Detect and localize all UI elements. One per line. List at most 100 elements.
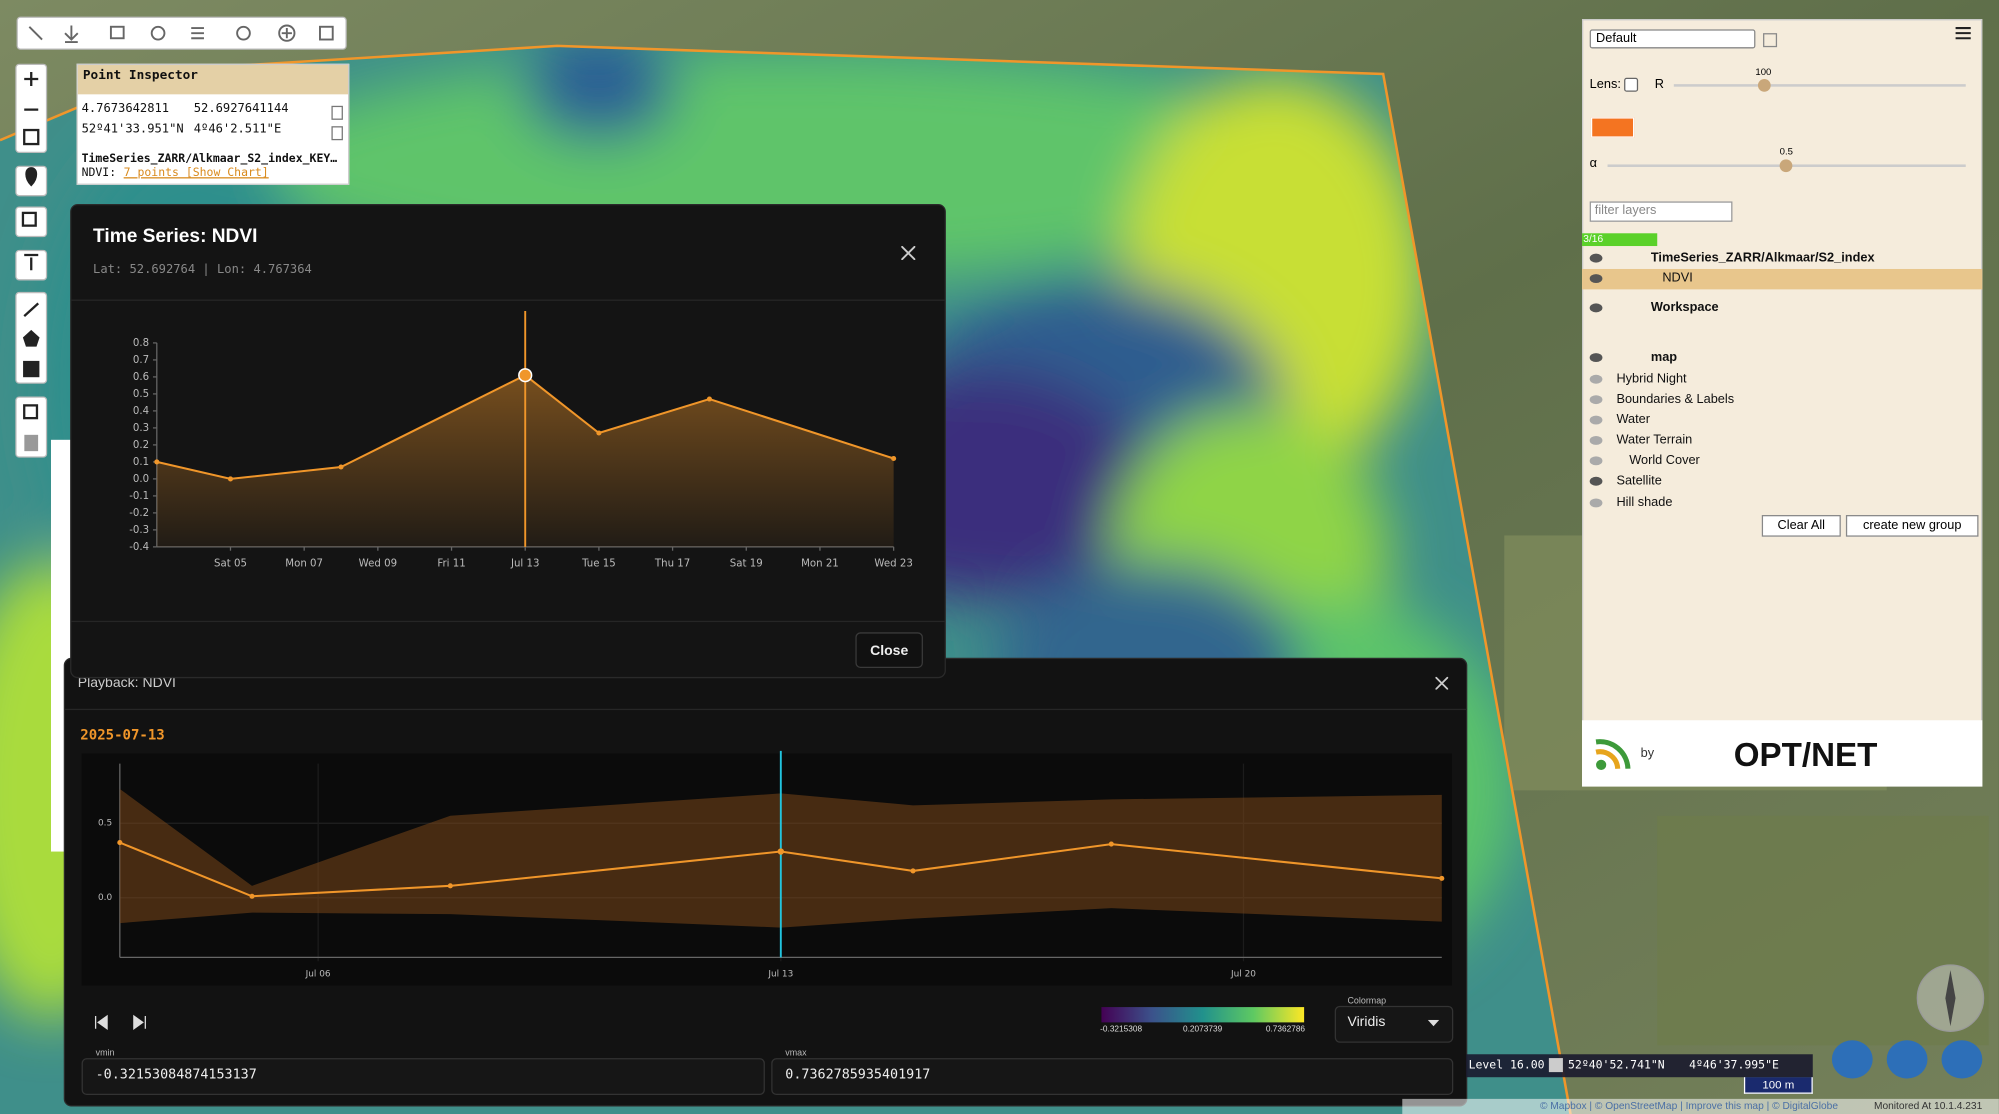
x-tick-label: Wed 09 <box>359 558 397 569</box>
playback-date: 2025-07-13 <box>80 726 165 744</box>
copy-button[interactable] <box>331 105 343 120</box>
layer-count: 3/16 <box>1582 233 1658 247</box>
layer-row[interactable]: Satellite <box>1582 472 1982 492</box>
attribution[interactable]: © Mapbox | © OpenStreetMap | Improve thi… <box>1539 1100 1839 1112</box>
docs-button[interactable] <box>1831 1040 1873 1079</box>
layer-row[interactable]: Hill shade <box>1582 493 1982 513</box>
filter-input[interactable]: filter layers <box>1589 201 1733 222</box>
layer-row[interactable]: Hybrid Night <box>1582 370 1982 390</box>
copy-button[interactable] <box>331 126 343 141</box>
layer-row[interactable]: Water Terrain <box>1582 431 1982 451</box>
layer-row[interactable]: Boundaries & Labels <box>1582 390 1982 410</box>
time-series-panel: Time Series: NDVI Lat: 52.692764 | Lon: … <box>70 203 946 679</box>
layer-row[interactable]: map <box>1582 348 1982 368</box>
vmin-input[interactable] <box>81 1058 765 1096</box>
lens-label: Lens: <box>1589 77 1621 92</box>
logo-text: OPT/NET <box>1733 735 1878 774</box>
alpha-value: 0.5 <box>1779 145 1793 157</box>
scale-bar: 100 m <box>1743 1077 1813 1094</box>
vmax-value: 0.7362785935401917 <box>785 1067 931 1083</box>
colorbar <box>1101 1007 1305 1023</box>
layer-name: NDVI <box>1662 271 1693 286</box>
inspector-title: Point Inspector <box>82 68 198 83</box>
layer-name: Hill shade <box>1616 495 1673 510</box>
y-tick-label: 0.4 <box>133 406 149 417</box>
x-tick-label: Thu 17 <box>654 558 690 569</box>
close-icon[interactable] <box>901 246 916 261</box>
attribution-bar <box>1402 1098 1999 1114</box>
logo-area <box>1582 720 1983 787</box>
longitude-dms: 4º46'2.511"E <box>193 122 282 137</box>
show-chart-link[interactable]: 7 points [Show Chart] <box>123 166 269 180</box>
vmin-label: vmin <box>95 1049 115 1059</box>
vmax-input[interactable] <box>771 1058 1454 1096</box>
point <box>447 883 453 889</box>
close-icon[interactable] <box>1435 676 1449 690</box>
zoom-plus[interactable] <box>1548 1058 1563 1073</box>
playback-chart: 0.5 0.0 Jul 06 Jul 13 Jul 20 <box>81 750 1452 986</box>
y-tick-label: -0.2 <box>129 508 149 519</box>
logo-by: by <box>1640 747 1655 762</box>
zoom-box-button[interactable] <box>15 206 48 238</box>
divider <box>71 299 945 301</box>
point-inspector: Point Inspector 4.7673642811 52.69276411… <box>76 63 350 185</box>
point <box>154 459 160 465</box>
create-group-button[interactable]: create new group <box>1845 515 1979 537</box>
y-tick-label: -0.4 <box>129 542 149 553</box>
y-tick-label: 0.7 <box>133 355 149 366</box>
colorbar-max: 0.7362786 <box>1265 1024 1306 1034</box>
point <box>706 396 712 402</box>
dropdown-arrow <box>1427 1019 1440 1027</box>
layer-name: Workspace <box>1650 300 1719 315</box>
layer-row[interactable]: World Cover <box>1582 451 1982 471</box>
zoom-level: Level 16.00 <box>1468 1059 1545 1073</box>
time-series-chart: 0.8 0.7 0.6 0.5 0.4 0.3 0.2 0.1 0.0 -0.1 -0.2 -0.3 -… <box>129 311 913 569</box>
playback-buttons[interactable] <box>93 1013 150 1031</box>
clear-all-button[interactable]: Clear All <box>1761 515 1841 537</box>
layer-name: Satellite <box>1616 474 1662 489</box>
cursor-lon: 4º46'37.995"E <box>1689 1059 1779 1073</box>
point <box>518 368 533 383</box>
x-tick-label: Wed 23 <box>874 558 912 569</box>
y-tick-label: 0.5 <box>98 819 112 829</box>
layer-panel <box>1582 19 1983 787</box>
layer-row[interactable]: NDVI <box>1582 268 1983 290</box>
x-tick-label: Jul 13 <box>767 969 793 979</box>
layer-row[interactable]: TimeSeries_ZARR/Alkmaar/S2_index <box>1582 249 1982 269</box>
grid-icon[interactable] <box>1763 33 1778 48</box>
point <box>596 430 602 436</box>
color-swatch[interactable] <box>1590 117 1635 138</box>
zoom-controls[interactable] <box>15 63 48 153</box>
x-tick-label: Tue 15 <box>581 558 616 569</box>
share-button[interactable] <box>1941 1040 1983 1079</box>
colorbar-min: -0.3215308 <box>1100 1024 1143 1034</box>
layer-name: Boundaries & Labels <box>1616 392 1735 407</box>
layer-name: TimeSeries_ZARR/Alkmaar/S2_index <box>1650 251 1875 266</box>
layer-row[interactable]: Workspace <box>1582 298 1982 318</box>
r-label: R <box>1654 77 1664 92</box>
y-tick-label: 0.8 <box>133 338 149 349</box>
point <box>777 848 785 855</box>
r-slider[interactable] <box>1673 84 1966 87</box>
y-tick-label: 0.0 <box>133 474 149 485</box>
lens-checkbox[interactable] <box>1624 77 1639 92</box>
point <box>338 464 344 470</box>
close-button[interactable]: Close <box>855 632 923 668</box>
layer-row[interactable]: Water <box>1582 410 1982 430</box>
y-tick-label: 0.1 <box>133 457 149 468</box>
point <box>227 476 234 482</box>
x-tick-label: Mon 07 <box>285 558 323 569</box>
r-slider-thumb[interactable] <box>1757 79 1771 92</box>
latitude-dms: 52º41'33.951"N <box>81 122 184 137</box>
alpha-slider-thumb[interactable] <box>1779 159 1793 173</box>
menu-icon[interactable] <box>1955 27 1971 40</box>
playback-title: Playback: NDVI <box>77 675 176 691</box>
compass[interactable] <box>1915 962 1986 1033</box>
y-tick-label: -0.1 <box>129 491 149 502</box>
layer-name: Water Terrain <box>1616 433 1693 448</box>
save-button[interactable] <box>1886 1040 1928 1079</box>
preset-select[interactable]: Default <box>1589 29 1756 49</box>
r-value: 100 <box>1755 66 1772 78</box>
left-toolbar-icons <box>21 72 40 452</box>
